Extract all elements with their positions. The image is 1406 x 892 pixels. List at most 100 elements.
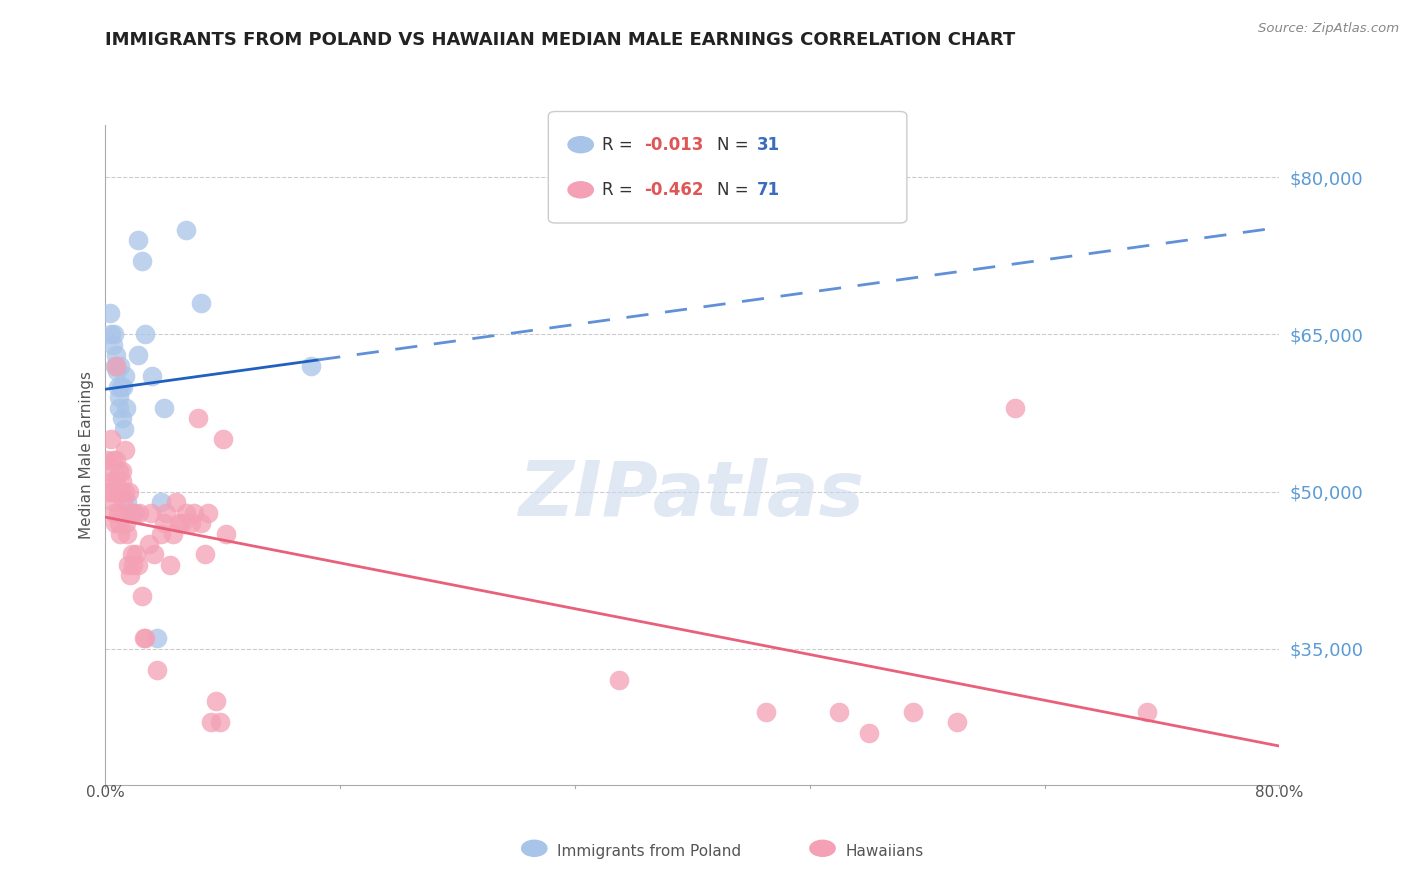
Point (208, 715, 231, 730)
Text: N =: N = (717, 181, 754, 199)
Point (180, 516, 202, 530)
Point (215, 526, 238, 541)
Point (118, 484, 141, 499)
Point (945, 715, 967, 730)
Point (103, 506, 125, 520)
Point (162, 526, 184, 541)
Point (107, 506, 129, 520)
Point (114, 369, 136, 384)
Point (167, 516, 190, 530)
Point (101, 474, 124, 488)
Point (105, 474, 128, 488)
Point (127, 233, 149, 247)
Point (98, 306, 121, 320)
Point (110, 411, 132, 425)
Point (107, 464, 129, 478)
Point (112, 495, 135, 509)
Point (153, 516, 176, 530)
Point (118, 568, 141, 582)
Point (110, 464, 132, 478)
Point (96, 453, 118, 467)
Text: 80.0%: 80.0% (1256, 785, 1303, 800)
Text: 71: 71 (756, 181, 779, 199)
Text: 31: 31 (756, 136, 779, 153)
Point (104, 516, 127, 530)
Point (190, 296, 212, 310)
Point (103, 327, 125, 342)
Point (104, 359, 127, 373)
Text: Hawaiians: Hawaiians (845, 845, 924, 859)
Point (101, 338, 124, 352)
Point (165, 495, 187, 509)
Point (103, 495, 125, 509)
Point (299, 359, 322, 373)
Point (146, 663, 169, 677)
Point (200, 715, 222, 730)
Point (115, 516, 138, 530)
Point (124, 506, 146, 520)
Point (111, 474, 134, 488)
Point (110, 380, 132, 394)
Point (755, 705, 778, 719)
Point (122, 506, 145, 520)
Point (828, 705, 851, 719)
Point (153, 401, 176, 415)
Point (194, 548, 217, 562)
Point (117, 558, 139, 572)
Point (104, 348, 127, 362)
Point (121, 506, 143, 520)
Y-axis label: Median Male Earnings: Median Male Earnings (79, 371, 94, 539)
Point (108, 359, 131, 373)
Point (100, 327, 122, 342)
Text: -0.013: -0.013 (644, 136, 703, 153)
Point (127, 348, 149, 362)
Point (112, 380, 135, 394)
Point (211, 432, 233, 446)
Point (100, 484, 122, 499)
Point (138, 537, 160, 551)
Point (858, 725, 880, 739)
Text: N =: N = (717, 136, 754, 153)
Point (131, 254, 153, 268)
Point (97, 464, 120, 478)
Point (187, 411, 209, 425)
Point (174, 506, 197, 520)
Point (121, 548, 143, 562)
Point (132, 632, 155, 646)
Point (117, 526, 139, 541)
Point (150, 526, 173, 541)
Point (112, 422, 135, 436)
Point (105, 484, 128, 499)
Point (1136, 705, 1159, 719)
Point (120, 506, 142, 520)
Point (190, 516, 212, 530)
Text: IMMIGRANTS FROM POLAND VS HAWAIIAN MEDIAN MALE EARNINGS CORRELATION CHART: IMMIGRANTS FROM POLAND VS HAWAIIAN MEDIA… (105, 31, 1015, 49)
Point (146, 632, 169, 646)
Point (1004, 401, 1026, 415)
Point (607, 673, 630, 688)
Point (108, 516, 131, 530)
Point (125, 548, 148, 562)
Point (100, 432, 122, 446)
Point (174, 222, 197, 236)
Point (131, 590, 153, 604)
Text: ZIPatlas: ZIPatlas (519, 458, 866, 532)
Point (114, 442, 136, 457)
Point (159, 558, 181, 572)
Point (155, 506, 177, 520)
Point (901, 705, 924, 719)
Text: R =: R = (602, 181, 638, 199)
Text: 0.0%: 0.0% (86, 785, 125, 800)
Point (122, 558, 145, 572)
Point (204, 694, 226, 708)
Point (134, 632, 156, 646)
Point (105, 359, 128, 373)
Point (110, 484, 132, 499)
Point (150, 495, 173, 509)
Point (107, 390, 129, 404)
Point (105, 364, 128, 378)
Point (170, 516, 193, 530)
Text: R =: R = (602, 136, 638, 153)
Text: Source: ZipAtlas.com: Source: ZipAtlas.com (1258, 22, 1399, 36)
Point (183, 506, 205, 520)
